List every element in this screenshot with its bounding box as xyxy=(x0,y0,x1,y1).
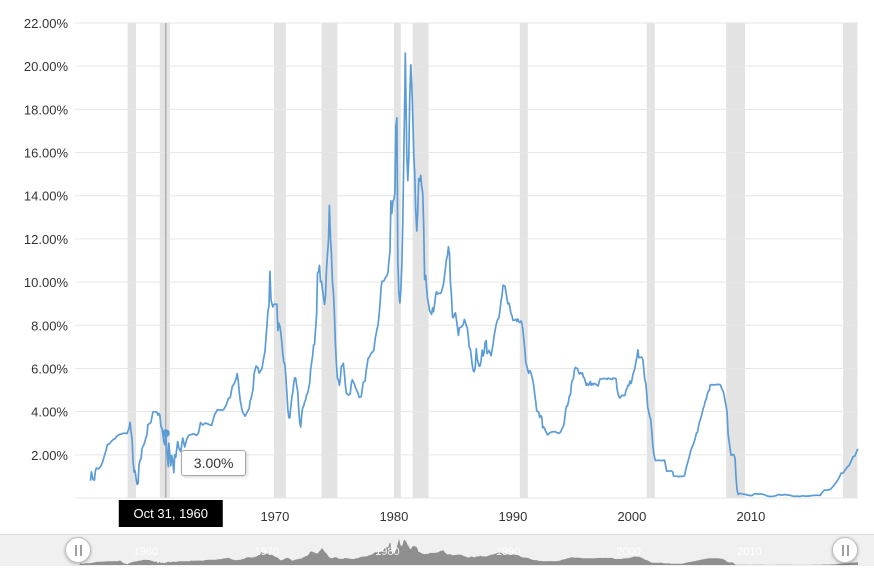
svg-text:1970: 1970 xyxy=(260,509,289,524)
svg-text:10.00%: 10.00% xyxy=(24,275,69,290)
svg-text:2000: 2000 xyxy=(617,509,646,524)
navigator-year-labels: 1960 1970 1980 1990 2000 2010 xyxy=(134,546,762,558)
navigator-left-drag-handle[interactable] xyxy=(65,537,91,563)
y-gridlines xyxy=(75,22,858,499)
hover-point-marker xyxy=(161,429,170,438)
svg-text:4.00%: 4.00% xyxy=(31,405,68,420)
svg-text:20.00%: 20.00% xyxy=(24,59,69,74)
svg-text:6.00%: 6.00% xyxy=(31,361,68,376)
drag-grip-icon xyxy=(841,544,849,556)
svg-text:1980: 1980 xyxy=(379,509,408,524)
svg-text:16.00%: 16.00% xyxy=(24,146,69,161)
svg-text:12.00%: 12.00% xyxy=(24,232,69,247)
navigator-right-drag-handle[interactable] xyxy=(832,537,858,563)
svg-text:1980: 1980 xyxy=(375,546,399,558)
svg-text:1990: 1990 xyxy=(496,546,520,558)
svg-text:8.00%: 8.00% xyxy=(31,318,68,333)
svg-text:18.00%: 18.00% xyxy=(24,102,69,117)
svg-text:2010: 2010 xyxy=(737,546,761,558)
main-chart-plot-area[interactable]: 2.00% 4.00% 6.00% 8.00% 10.00% 12.00% 14.00% 16… xyxy=(0,0,874,534)
svg-text:1970: 1970 xyxy=(254,546,278,558)
rate-line-series xyxy=(89,52,859,498)
svg-text:1960: 1960 xyxy=(134,546,158,558)
svg-text:1990: 1990 xyxy=(498,509,527,524)
navigator-area-series xyxy=(79,538,858,565)
y-axis-labels: 2.00% 4.00% 6.00% 8.00% 10.00% 12.00% 14.00% 16… xyxy=(24,16,69,463)
recession-bands xyxy=(127,23,858,498)
svg-text:2000: 2000 xyxy=(616,546,640,558)
range-selector-navigator[interactable]: 1960 1970 1980 1990 2000 2010 xyxy=(0,534,874,566)
svg-text:2010: 2010 xyxy=(736,509,765,524)
tooltip-date-label: Oct 31, 1960 xyxy=(118,500,224,527)
svg-text:22.00%: 22.00% xyxy=(24,16,69,31)
svg-text:14.00%: 14.00% xyxy=(24,189,69,204)
drag-grip-icon xyxy=(74,544,82,556)
tooltip-value-label: 3.00% xyxy=(180,450,247,477)
svg-text:2.00%: 2.00% xyxy=(31,448,68,463)
